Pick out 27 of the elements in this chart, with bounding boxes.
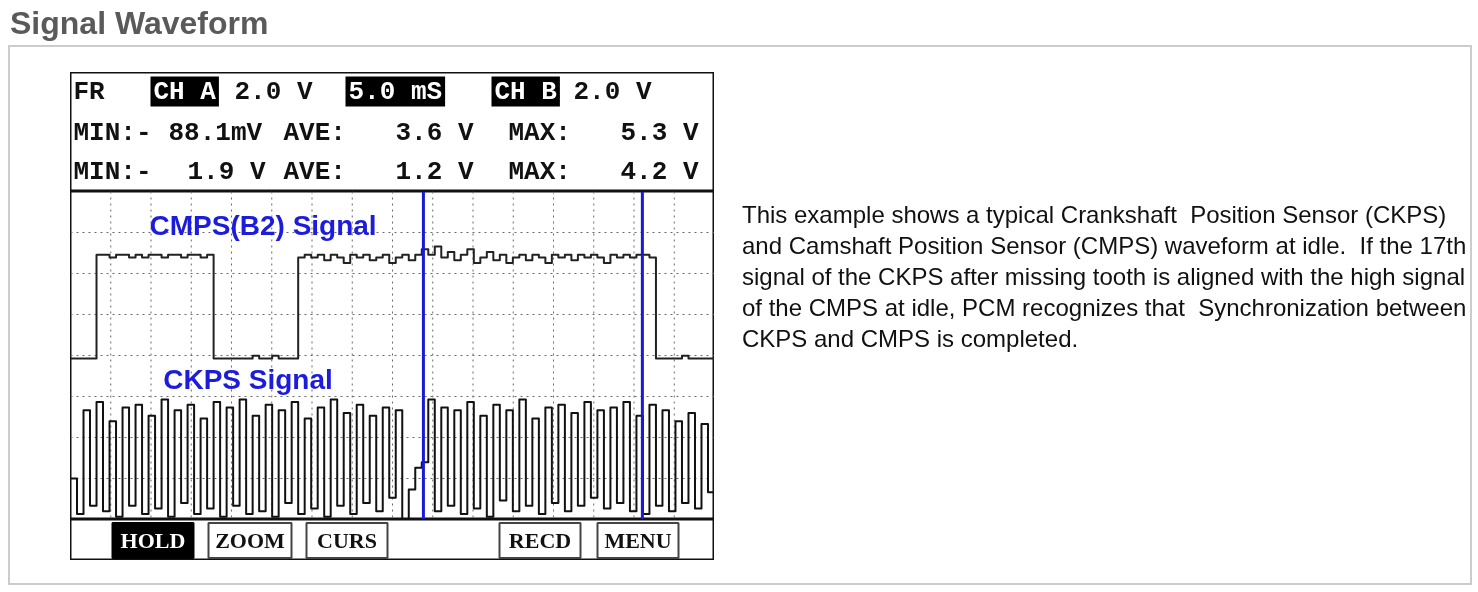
text: MENU — [604, 528, 672, 553]
text: 5.3 V — [620, 117, 699, 148]
text: MIN:- — [73, 156, 152, 187]
text: 1.2 V — [395, 156, 474, 187]
chart-title: Signal Waveform — [10, 4, 269, 43]
text: 1.9 V — [187, 156, 266, 187]
text: MIN:- — [73, 117, 152, 148]
text: AVE: — [283, 117, 346, 148]
text: 2.0 V — [234, 76, 313, 107]
text: MAX: — [508, 117, 571, 148]
text: 88.1mV — [168, 117, 263, 148]
series-label: CMPS(B2) Signal — [149, 210, 377, 242]
text: HOLD — [120, 528, 186, 553]
text: 5.0 mS — [348, 76, 443, 107]
text: ZOOM — [215, 528, 286, 553]
text: This example shows a typical Crankshaft Position Sensor (CKPS) and Camshaft Position Sensor (CMPS) waveform at idle. If the 17th signal of the CKPS after missing tooth is aligned with the high signal of the CMPS at idle, PCM recognizes that Synchronization between CKPS and CMPS is completed. — [742, 200, 1468, 354]
text: 3.6 V — [395, 117, 474, 148]
text: 4.2 V — [620, 156, 699, 187]
text: CH A — [153, 76, 217, 107]
text: MAX: — [508, 156, 571, 187]
text: CURS — [317, 528, 377, 553]
text: RECD — [508, 528, 572, 553]
text: 2.0 V — [573, 76, 652, 107]
text: CH B — [494, 76, 558, 107]
text: FR — [73, 76, 106, 107]
series-label: CKPS Signal — [163, 363, 333, 395]
text: AVE: — [283, 156, 346, 187]
